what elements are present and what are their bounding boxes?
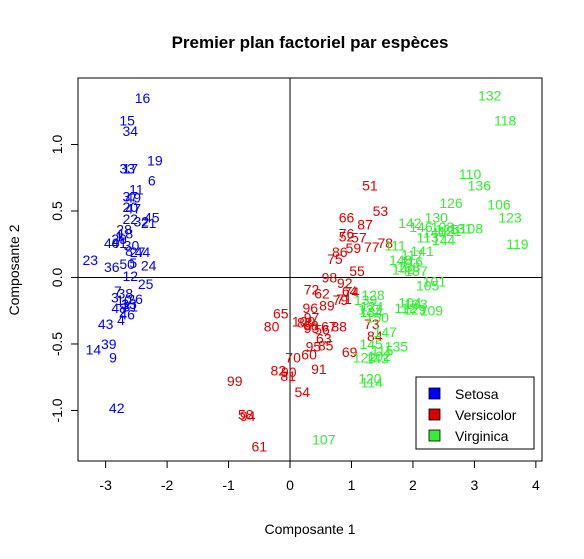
point-label-setosa: 17 <box>122 160 138 176</box>
point-label-virginica: 144 <box>432 232 456 248</box>
x-tick-label: -1 <box>222 477 235 493</box>
point-label-versicolor: 71 <box>336 291 352 307</box>
point-label-setosa: 9 <box>109 349 117 365</box>
point-label-virginica: 136 <box>468 178 492 194</box>
y-tick-label: 1.0 <box>49 135 65 155</box>
x-axis: -3 -2 -1 0 1 2 3 4 <box>99 461 540 493</box>
point-label-versicolor: 75 <box>327 251 343 267</box>
point-label-versicolor: 53 <box>373 203 389 219</box>
legend-label-versicolor: Versicolor <box>455 407 517 423</box>
point-label-versicolor: 88 <box>331 319 347 335</box>
point-label-virginica: 132 <box>478 87 502 103</box>
y-tick-label: 0.0 <box>49 268 65 288</box>
point-label-versicolor: 94 <box>240 408 256 424</box>
point-label-virginica: 133 <box>404 296 428 312</box>
point-label-versicolor: 60 <box>301 347 317 363</box>
y-axis-label: Composante 2 <box>6 224 22 315</box>
point-label-virginica: 114 <box>361 375 384 391</box>
point-label-versicolor: 61 <box>252 438 268 454</box>
point-label-versicolor: 81 <box>280 368 296 384</box>
point-label-setosa: 21 <box>141 215 157 231</box>
x-axis-label: Composante 1 <box>264 521 355 537</box>
point-label-setosa: 6 <box>148 172 156 188</box>
point-label-setosa: 14 <box>86 341 102 357</box>
legend-swatch-setosa <box>429 388 440 399</box>
legend-swatch-versicolor <box>429 409 440 420</box>
point-label-setosa: 34 <box>122 123 138 139</box>
point-label-versicolor: 51 <box>362 178 378 194</box>
point-label-virginica: 119 <box>506 236 529 252</box>
y-tick-label: -1.0 <box>49 398 65 422</box>
point-label-setosa: 43 <box>98 316 114 332</box>
point-label-versicolor: 99 <box>227 373 243 389</box>
legend-label-setosa: Setosa <box>455 386 499 402</box>
point-label-virginica: 118 <box>494 113 517 129</box>
point-label-versicolor: 91 <box>311 361 327 377</box>
point-label-setosa: 1 <box>115 228 123 244</box>
point-label-setosa: 13 <box>121 296 137 312</box>
point-label-virginica: 107 <box>312 432 336 448</box>
x-tick-label: -3 <box>99 477 112 493</box>
point-label-setosa: 12 <box>122 268 138 284</box>
chart-title: Premier plan factoriel par espèces <box>172 33 449 52</box>
x-tick-label: 0 <box>286 477 294 493</box>
x-tick-label: -2 <box>161 477 174 493</box>
point-label-virginica: 150 <box>366 309 390 325</box>
y-tick-label: 0.5 <box>49 201 65 221</box>
point-label-versicolor: 80 <box>264 319 280 335</box>
point-label-setosa: 42 <box>109 400 125 416</box>
point-label-setosa: 23 <box>83 252 99 268</box>
point-label-virginica: 122 <box>353 349 377 365</box>
point-label-setosa: 4 <box>117 312 125 328</box>
y-axis: -1.0 -0.5 0.0 0.5 1.0 <box>49 135 78 423</box>
point-label-virginica: 105 <box>416 277 440 293</box>
point-label-setosa: 16 <box>135 90 151 106</box>
legend: Setosa Versicolor Virginica <box>416 377 534 449</box>
point-label-versicolor: 77 <box>364 239 380 255</box>
x-tick-label: 2 <box>409 477 417 493</box>
x-tick-label: 1 <box>348 477 356 493</box>
point-label-versicolor: 98 <box>322 269 338 285</box>
x-tick-label: 4 <box>532 477 540 493</box>
x-tick-label: 3 <box>470 477 478 493</box>
point-label-virginica: 126 <box>439 195 463 211</box>
point-label-versicolor: 66 <box>339 210 355 226</box>
point-label-virginica: 123 <box>498 210 522 226</box>
point-label-versicolor: 59 <box>346 240 362 256</box>
y-tick-label: -0.5 <box>49 332 65 356</box>
point-label-setosa: 19 <box>147 152 163 168</box>
point-label-versicolor: 85 <box>318 337 334 353</box>
point-label-versicolor: 70 <box>285 349 301 365</box>
legend-label-virginica: Virginica <box>455 428 509 444</box>
legend-swatch-virginica <box>429 430 440 441</box>
point-label-setosa: 24 <box>141 258 157 274</box>
point-label-setosa: 36 <box>104 259 120 275</box>
point-label-versicolor: 89 <box>319 297 335 313</box>
point-label-setosa: 25 <box>138 276 154 292</box>
point-label-setosa: 30 <box>124 238 140 254</box>
point-label-versicolor: 54 <box>295 384 311 400</box>
